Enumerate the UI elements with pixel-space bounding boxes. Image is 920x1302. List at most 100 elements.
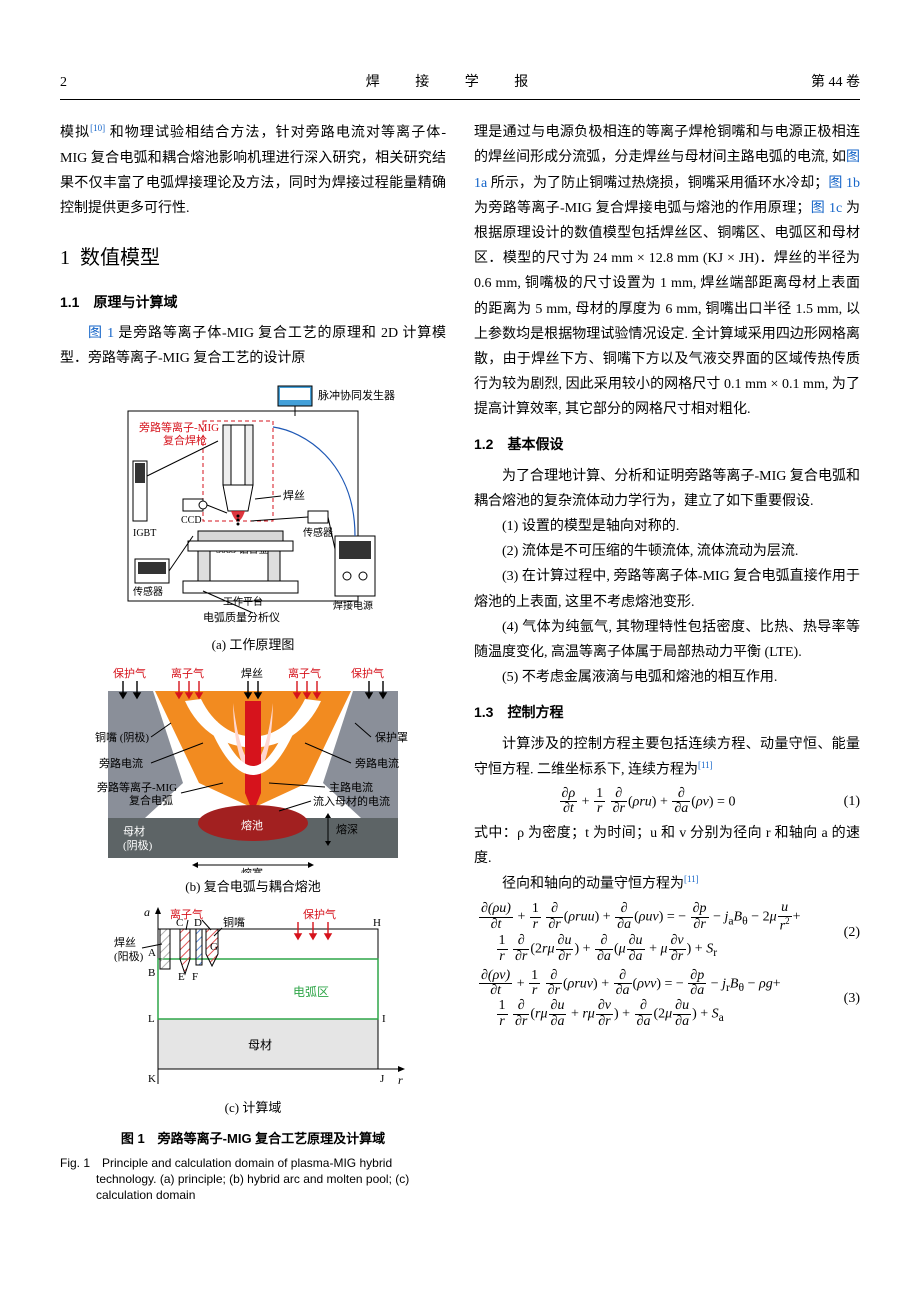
equation-3: ∂(ρv)∂t + 1r ∂∂r(ρruv) + ∂∂a(ρvv) = − ∂p… (474, 969, 860, 1030)
figc-L: L (148, 1013, 155, 1025)
figb-base2: (阴极) (123, 838, 153, 852)
figure-1b-svg: 保护气 离子气 焊丝 离子气 保护气 熔池 熔深 (93, 663, 413, 873)
issue-label: 第 44 卷 (790, 70, 860, 95)
figc-wire2: (阳极) (114, 949, 144, 963)
subsection-1-1: 1.1 原理与计算域 (60, 290, 446, 315)
cite-10: [10] (90, 123, 105, 133)
figure-1c-caption: (c) 计算域 (60, 1096, 446, 1119)
figc-noz: 铜嘴 (223, 915, 245, 929)
p-1-1-b: 理是通过与电源负极相连的等离子焊枪铜嘴和与电源正极相连的焊丝间形成分流弧，分走焊… (474, 120, 860, 422)
figb-base1: 母材 (123, 824, 145, 838)
figc-r: r (398, 1073, 403, 1087)
figc-ion: 离子气 (170, 907, 203, 921)
label-igbt: IGBT (133, 528, 156, 539)
page-number: 2 (60, 70, 120, 95)
figc-H: H (373, 917, 381, 929)
p-1-3-lead1: 计算涉及的控制方程主要包括连续方程、动量守恒、能量守恒方程. 二维坐标系下, 连… (474, 732, 860, 783)
subsection-1-3: 1.3 控制方程 (474, 700, 860, 725)
figc-A: A (148, 947, 156, 959)
assumption-3: (3) 在计算过程中, 旁路等离子体-MIG 复合电弧直接作用于熔池的上表面, … (474, 564, 860, 614)
figc-E: E (178, 971, 185, 983)
figb-hybrid1: 旁路等离子-MIG (97, 780, 177, 794)
equation-1-where: 式中：ρ 为密度；t 为时间；u 和 v 分别为径向 r 和轴向 a 的速度. (474, 821, 860, 871)
figc-a: a (144, 905, 150, 919)
label-gun1: 旁路等离子-MIG (139, 420, 219, 434)
figc-B: B (148, 967, 155, 979)
figb-mainI: 主路电流 (329, 780, 373, 794)
eq2-num: (2) (820, 920, 860, 945)
intro-seg1: 模拟 (60, 126, 90, 141)
section-1-title: 数值模型 (80, 247, 160, 269)
figb-ion-r: 离子气 (288, 666, 321, 680)
page-header: 2 焊 接 学 报 第 44 卷 (60, 70, 860, 100)
figure-1: 脉冲协同发生器 旁路等离子-MIG 复合焊枪 IGBT CCD 焊丝 (60, 381, 446, 1203)
figc-K: K (148, 1073, 156, 1085)
p11b-seg2: 所示，为了防止铜嘴过热烧损，铜嘴采用循环水冷却； (487, 176, 828, 191)
equation-2: ∂(ρu)∂t + 1r ∂∂r(ρruu) + ∂∂a(ρuv) = − ∂p… (474, 901, 860, 964)
eq3-num: (3) (820, 986, 860, 1011)
assumption-5: (5) 不考虑金属液滴与电弧和熔池的相互作用. (474, 665, 860, 690)
label-analyzer: 电弧质量分析仪 (203, 610, 280, 624)
label-wire: 焊丝 (283, 488, 305, 502)
p-1-2-lead: 为了合理地计算、分析和证明旁路等离子-MIG 复合电弧和耦合熔池的复杂流体动力学… (474, 464, 860, 514)
p11b-seg4: 为根据原理设计的数值模型包括焊丝区、铜嘴区、电弧区和母材区．模型的尺寸为 24 … (474, 201, 860, 418)
equation-1: ∂ρ∂t + 1r ∂∂r(ρru) + ∂∂a(ρv) = 0 (1) (474, 787, 860, 817)
figc-F: F (192, 971, 198, 983)
figure-1-title-en: Fig. 1 Principle and calculation domain … (60, 1155, 446, 1204)
figc-G: G (210, 941, 218, 953)
figb-shield-r: 保护气 (351, 666, 384, 680)
label-ccd: CCD (181, 515, 202, 526)
figb-pool: 熔池 (241, 818, 263, 832)
label-sensor-r: 传感器 (303, 526, 333, 539)
section-1-number: 1 (60, 247, 70, 269)
assumption-4: (4) 气体为纯氩气, 其物理特性包括密度、比热、热导率等随温度变化, 高温等离… (474, 615, 860, 665)
figb-hybrid2: 复合电弧 (129, 793, 173, 807)
eq1-num: (1) (820, 789, 860, 814)
figc-base: 母材 (248, 1038, 272, 1052)
figb-bypassI: 旁路电流 (99, 756, 143, 770)
label-sensor-l: 传感器 (133, 585, 163, 598)
figb-nozl: 铜嘴 (阴极) (95, 730, 149, 744)
figure-1b-caption: (b) 复合电弧与耦合熔池 (60, 875, 446, 898)
figb-cover: 保护罩 (375, 730, 408, 744)
p13-lead1-text: 计算涉及的控制方程主要包括连续方程、动量守恒、能量守恒方程. 二维坐标系下, 连… (474, 737, 860, 778)
label-pulse: 脉冲协同发生器 (318, 388, 395, 402)
label-gun2: 复合焊枪 (163, 433, 207, 447)
p11b-seg3: 为旁路等离子-MIG 复合焊接电弧与熔池的作用原理； (474, 201, 810, 216)
figc-shield: 保护气 (303, 907, 336, 921)
section-1-heading: 1 数值模型 (60, 240, 446, 276)
figure-1c-svg: a 母材 电弧区 (98, 904, 408, 1094)
p-1-1-a: 图 1 是旁路等离子体-MIG 复合工艺的原理和 2D 计算模型．旁路等离子-M… (60, 321, 446, 371)
label-power: 焊接电源 (333, 599, 373, 612)
figb-bypassI-r: 旁路电流 (355, 756, 399, 770)
assumption-1: (1) 设置的模型是轴向对称的. (474, 514, 860, 539)
fig1-link: 图 1 (88, 326, 114, 341)
figc-arc: 电弧区 (293, 985, 329, 999)
figb-shield-l: 保护气 (113, 666, 146, 680)
p-1-1-a-text: 是旁路等离子体-MIG 复合工艺的原理和 2D 计算模型．旁路等离子-MIG 复… (60, 326, 446, 366)
figb-ion-l: 离子气 (171, 666, 204, 680)
figb-width: 熔宽 (241, 866, 263, 873)
figure-1a-svg: 脉冲协同发生器 旁路等离子-MIG 复合焊枪 IGBT CCD 焊丝 (103, 381, 403, 631)
figb-wire: 焊丝 (241, 666, 263, 680)
cite-11b: [11] (684, 874, 699, 884)
p-1-3-lead2: 径向和轴向的动量守恒方程为[11] (474, 871, 860, 897)
cite-11a: [11] (698, 760, 713, 770)
fig1b-link: 图 1b (828, 176, 860, 191)
p13-lead2-text: 径向和轴向的动量守恒方程为 (502, 877, 684, 892)
subsection-1-2: 1.2 基本假设 (474, 432, 860, 457)
figb-flowI: 流入母材的电流 (313, 794, 390, 808)
fig1c-link: 图 1c (810, 201, 842, 216)
intro-seg2: 和物理试验相结合方法，针对旁路电流对等离子体-MIG 复合电弧和耦合熔池影响机理… (60, 126, 446, 217)
p11b-seg1: 理是通过与电源负极相连的等离子焊枪铜嘴和与电源正极相连的焊丝间形成分流弧，分走焊… (474, 125, 860, 165)
journal-title: 焊 接 学 报 (120, 70, 790, 95)
figc-I: I (382, 1013, 386, 1025)
assumption-2: (2) 流体是不可压缩的牛顿流体, 流体流动为层流. (474, 539, 860, 564)
figc-J: J (380, 1073, 385, 1085)
figb-depth: 熔深 (336, 822, 358, 836)
figc-wire1: 焊丝 (114, 935, 136, 949)
figure-1a-caption: (a) 工作原理图 (60, 633, 446, 656)
label-platform: 工作平台 (223, 595, 263, 608)
intro-paragraph: 模拟[10] 和物理试验相结合方法，针对旁路电流对等离子体-MIG 复合电弧和耦… (60, 120, 446, 221)
figure-1-title-zh: 图 1 旁路等离子-MIG 复合工艺原理及计算域 (60, 1127, 446, 1150)
